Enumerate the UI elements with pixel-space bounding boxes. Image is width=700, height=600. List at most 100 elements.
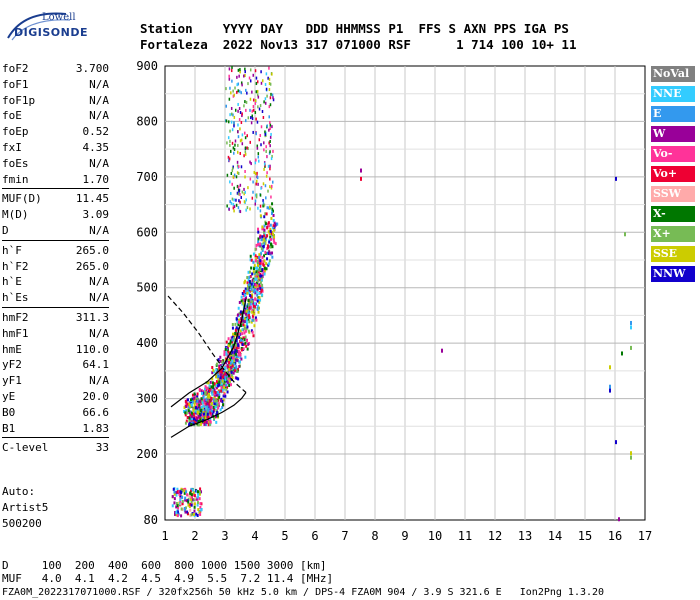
echo-point	[206, 412, 209, 416]
echo-point	[234, 86, 236, 90]
echo-point	[624, 232, 626, 237]
param-separator	[2, 307, 109, 308]
echo-point	[235, 326, 238, 330]
x-tick-label: 10	[428, 529, 442, 543]
echo-point	[242, 347, 245, 351]
echo-point	[183, 489, 186, 493]
echo-point	[243, 131, 246, 135]
echo-point	[254, 172, 257, 176]
echo-point	[171, 504, 174, 508]
param-value: 11.45	[75, 192, 109, 206]
param-row: MUF(D) 11.45	[2, 191, 109, 206]
echo-point	[259, 272, 262, 276]
echo-point	[235, 203, 238, 207]
param-value: N/A	[89, 109, 109, 123]
echo-point	[260, 278, 263, 282]
echo-point	[236, 75, 238, 79]
echo-point	[260, 238, 263, 242]
echo-point	[196, 411, 199, 415]
echo-point	[222, 371, 225, 375]
echo-point	[226, 345, 229, 349]
echo-point	[183, 507, 186, 511]
echo-point	[237, 89, 239, 93]
echo-point	[246, 325, 249, 329]
echo-point	[237, 349, 240, 353]
echo-point	[199, 404, 202, 408]
echo-point	[222, 394, 225, 398]
echo-point	[199, 505, 202, 509]
echo-point	[263, 141, 265, 145]
echo-point	[239, 329, 242, 333]
echo-point	[188, 411, 191, 415]
echo-point	[271, 207, 274, 211]
echo-point	[190, 497, 193, 501]
echo-point	[630, 320, 632, 325]
echo-point	[196, 395, 199, 399]
echo-point	[609, 365, 611, 370]
legend-item: SSE	[651, 246, 695, 262]
echo-point	[246, 311, 249, 315]
echo-point	[255, 82, 258, 86]
echo-point	[212, 408, 215, 412]
echo-point	[233, 209, 235, 213]
echo-point	[211, 412, 214, 416]
echo-point	[266, 155, 268, 159]
echo-point	[262, 201, 265, 205]
echo-point	[208, 423, 211, 427]
echo-point	[261, 255, 264, 259]
echo-point	[246, 347, 249, 351]
echo-point	[175, 505, 178, 509]
echo-point	[264, 220, 267, 224]
echo-point	[246, 287, 249, 291]
echo-point	[224, 375, 227, 379]
echo-point	[236, 160, 239, 164]
echo-point	[609, 388, 611, 393]
echo-point	[267, 230, 270, 234]
echo-point	[174, 512, 177, 516]
echo-point	[200, 397, 203, 401]
echo-point	[263, 228, 266, 232]
echo-point	[199, 399, 202, 403]
header-row-labels: Station YYYY DAY DDD HHMMSS P1 FFS S AXN…	[140, 21, 569, 36]
echo-point	[244, 320, 247, 324]
echo-point	[260, 143, 262, 147]
echo-point	[226, 173, 229, 177]
echo-point	[272, 149, 274, 153]
legend-item: W	[651, 126, 695, 142]
echo-point	[206, 397, 209, 401]
echo-point	[250, 121, 253, 125]
echo-point	[268, 115, 270, 119]
echo-point	[265, 72, 268, 76]
param-key: foF1p	[2, 93, 36, 107]
echo-point	[197, 400, 200, 404]
echo-point	[215, 391, 218, 395]
param-key: foEs	[2, 156, 29, 170]
echo-point	[244, 152, 247, 156]
param-row: foF1p N/A	[2, 93, 109, 108]
echo-point	[251, 308, 254, 312]
echo-point	[244, 329, 247, 333]
echo-point	[252, 98, 255, 102]
echo-point	[241, 319, 244, 323]
echo-point	[255, 117, 257, 121]
param-key: D	[2, 224, 9, 237]
echo-point	[268, 128, 270, 132]
echo-point	[259, 204, 262, 208]
x-tick-label: 4	[251, 529, 258, 543]
param-row: yE 20.0	[2, 389, 109, 404]
echo-point	[231, 323, 234, 327]
echo-point	[190, 399, 193, 403]
echo-point	[253, 288, 256, 292]
echo-point	[260, 81, 263, 85]
echo-point	[190, 503, 193, 507]
echo-point	[203, 422, 206, 426]
param-row: foE N/A	[2, 108, 109, 123]
echo-point	[216, 410, 219, 414]
echo-point	[191, 411, 194, 415]
echo-point	[231, 197, 234, 201]
param-row: hmF2 311.3	[2, 310, 109, 325]
echo-point	[224, 385, 227, 389]
legend-item: X-	[651, 206, 695, 222]
echo-point	[258, 107, 261, 111]
echo-point	[239, 139, 242, 143]
